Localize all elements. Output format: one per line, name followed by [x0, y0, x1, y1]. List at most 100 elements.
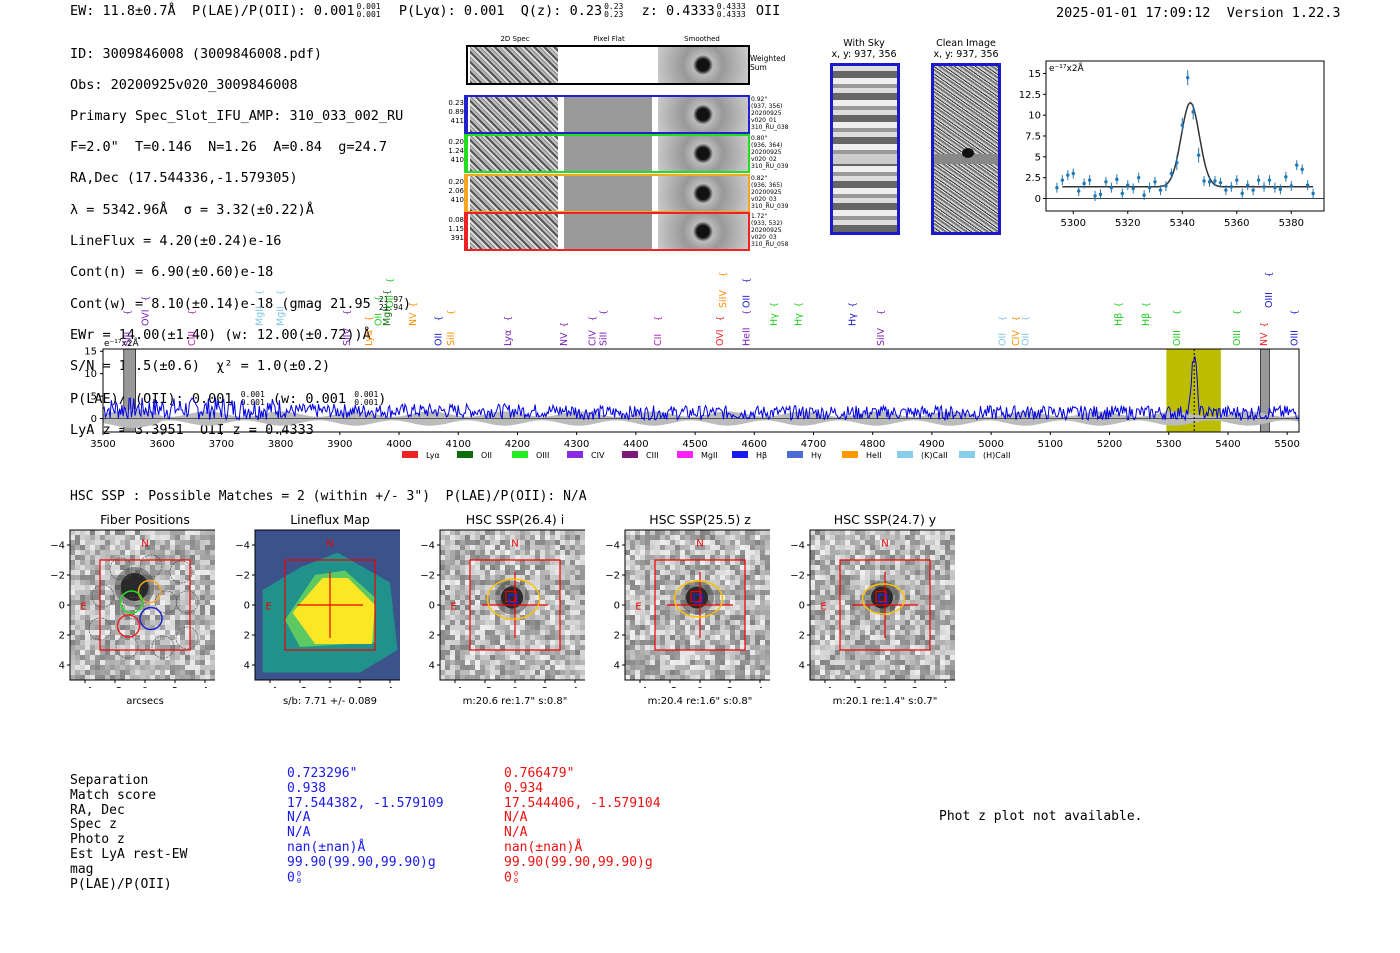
- hsc-pixel: [465, 665, 470, 670]
- hsc-pixel: [515, 650, 520, 655]
- hsc-pixel: [935, 530, 940, 535]
- hsc-pixel: [495, 615, 500, 620]
- hsc-pixel: [475, 600, 480, 605]
- hsc-pixel: [710, 660, 715, 665]
- hsc-pixel: [175, 550, 180, 555]
- hsc-pixel: [820, 550, 825, 555]
- fit-data-point: [1120, 191, 1125, 196]
- fit-data-point: [1196, 153, 1201, 157]
- hsc-pixel: [540, 645, 545, 650]
- hsc-pixel: [840, 665, 845, 670]
- hsc-pixel: [820, 575, 825, 580]
- hsc-pixel: [920, 640, 925, 645]
- hsc-pixel: [575, 550, 580, 555]
- hsc-pixel: [445, 590, 450, 595]
- hsc-pixel: [90, 655, 95, 660]
- hsc-pixel: [535, 560, 540, 565]
- hsc-pixel: [675, 590, 680, 595]
- cutout-gap: [652, 136, 658, 171]
- hsc-pixel: [720, 545, 725, 550]
- hsc-pixel: [630, 575, 635, 580]
- hsc-pixel: [185, 640, 190, 645]
- hsc-pixel: [680, 645, 685, 650]
- hsc-pixel: [120, 655, 125, 660]
- hsc-pixel: [565, 580, 570, 585]
- hsc-pixel: [125, 545, 130, 550]
- fit-data-point: [1295, 163, 1299, 167]
- hsc-pixel: [760, 600, 765, 605]
- info-obs: Obs: 20200925v020_3009846008: [70, 76, 298, 93]
- hsc-pixel: [445, 625, 450, 630]
- hsc-pixel: [95, 645, 100, 650]
- hsc-pixel: [885, 630, 890, 635]
- hsc-pixel: [100, 620, 105, 625]
- hsc-xtick-label: −2: [848, 686, 863, 688]
- hsc-pixel: [920, 670, 925, 675]
- hsc-pixel: [505, 635, 510, 640]
- hsc-pixel: [475, 625, 480, 630]
- hsc-pixel: [730, 665, 735, 670]
- hsc-pixel: [690, 675, 695, 680]
- hsc-pixel: [160, 580, 165, 585]
- hsc-pixel: [100, 605, 105, 610]
- hsc-pixel: [855, 660, 860, 665]
- hsc-ytick-label: −4: [235, 541, 250, 552]
- hsc-pixel: [655, 650, 660, 655]
- hsc-pixel: [940, 585, 945, 590]
- hsc-pixel: [475, 665, 480, 670]
- hsc-pixel: [925, 630, 930, 635]
- hsc-pixel: [205, 540, 210, 545]
- hsc-pixel: [500, 665, 505, 670]
- hsc-pixel: [710, 585, 715, 590]
- hsc-pixel: [660, 620, 665, 625]
- hsc-pixel: [135, 555, 140, 560]
- hsc-pixel: [205, 555, 210, 560]
- hsc-pixel: [470, 585, 475, 590]
- hsc-pixel: [75, 650, 80, 655]
- hsc-pixel: [695, 535, 700, 540]
- hsc-pixel: [685, 530, 690, 535]
- hsc-pixel: [140, 540, 145, 545]
- hsc-pixel: [650, 575, 655, 580]
- hsc-pixel: [690, 635, 695, 640]
- hsc-pixel: [480, 530, 485, 535]
- col-pixel-flat: Pixel Flat: [593, 35, 625, 43]
- hsc-pixel: [170, 595, 175, 600]
- hsc-pixel: [650, 660, 655, 665]
- with-sky-title: With Sky: [843, 38, 885, 49]
- hsc-pixel: [555, 580, 560, 585]
- hsc-pixel: [195, 570, 200, 575]
- hsc-pixel: [640, 655, 645, 660]
- hsc-pixel: [815, 675, 820, 680]
- hsc-pixel: [630, 570, 635, 575]
- hsc-pixel: [650, 585, 655, 590]
- hsc-pixel: [580, 535, 585, 540]
- hsc-pixel: [740, 675, 745, 680]
- hsc-pixel: [205, 535, 210, 540]
- hsc-pixel: [730, 630, 735, 635]
- hsc-pixel: [140, 630, 145, 635]
- hsc-pixel: [540, 535, 545, 540]
- hsc-pixel: [630, 535, 635, 540]
- hsc-pixel: [815, 535, 820, 540]
- hsc-pixel: [865, 580, 870, 585]
- line-label: HeII: [742, 327, 753, 346]
- hsc-pixel: [915, 585, 920, 590]
- info-contn: Cont(n) = 6.90(±0.60)e-18: [70, 263, 274, 280]
- hsc-pixel: [935, 560, 940, 565]
- hsc-pixel: [95, 625, 100, 630]
- hsc-pixel: [650, 625, 655, 630]
- hsc-pixel: [820, 630, 825, 635]
- hsc-pixel: [755, 555, 760, 560]
- hsc-xtick-label: 4: [572, 686, 578, 688]
- hsc-pixel: [190, 570, 195, 575]
- hsc-pixel: [925, 600, 930, 605]
- match-value: 17.544382, -1.579109: [287, 795, 444, 811]
- hsc-pixel: [740, 640, 745, 645]
- hsc-pixel: [705, 640, 710, 645]
- hsc-pixel: [690, 650, 695, 655]
- hsc-pixel: [195, 555, 200, 560]
- hsc-pixel: [885, 560, 890, 565]
- hsc-pixel: [865, 605, 870, 610]
- hsc-pixel: [445, 575, 450, 580]
